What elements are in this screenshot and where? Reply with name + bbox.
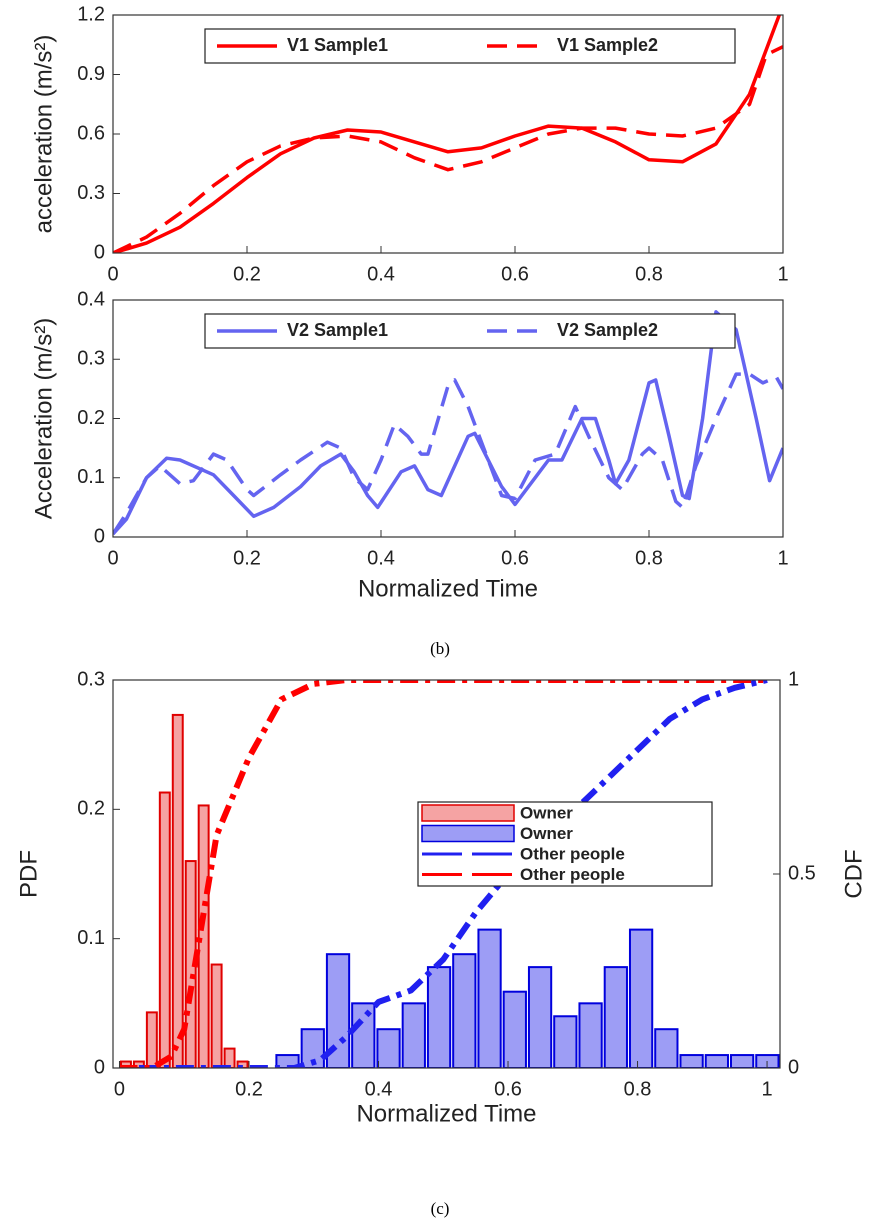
legend-label: Other people — [520, 844, 625, 863]
legend-label: Other people — [520, 865, 625, 884]
histogram-bar — [704, 1054, 729, 1068]
histogram-bar — [426, 966, 452, 1068]
legend-label: V2 Sample2 — [557, 320, 658, 340]
legend-label: V1 Sample2 — [557, 35, 658, 55]
x-tick-label: 0.4 — [367, 263, 395, 285]
y-axis-label: Acceleration (m/s²) — [30, 318, 57, 519]
y-tick-label: 0.2 — [77, 407, 105, 429]
y-tick-label: 0.9 — [77, 63, 105, 85]
y-tick-label: 0.4 — [77, 288, 105, 310]
y2-axis-label: CDF — [840, 849, 867, 898]
histogram-bar — [679, 1054, 704, 1068]
y-tick-label: 0.1 — [77, 466, 105, 488]
legend-box — [204, 313, 736, 349]
y2-tick-label: 0.5 — [788, 862, 816, 884]
legend-swatch — [421, 824, 515, 843]
y-tick-label: 0.3 — [77, 182, 105, 204]
histogram-bar — [197, 804, 210, 1068]
histogram-bar — [145, 1011, 158, 1068]
legend-swatch — [421, 804, 515, 822]
x-tick-label: 1 — [777, 263, 788, 285]
y-tick-label: 0.2 — [77, 798, 105, 820]
x-axis-label: Normalized Time — [356, 1100, 536, 1127]
histogram-bar — [401, 1002, 426, 1068]
y-tick-label: 0.3 — [77, 348, 105, 370]
histogram-bar — [603, 966, 628, 1068]
histogram-bar — [502, 990, 527, 1068]
histogram-bar — [477, 928, 502, 1068]
legend-label: Owner — [520, 824, 573, 843]
line-series — [113, 310, 783, 536]
x-tick-label: 0.4 — [365, 1078, 393, 1100]
caption: (c) — [431, 1199, 450, 1218]
x-tick-label: 1 — [761, 1078, 772, 1100]
y-tick-label: 1.2 — [77, 3, 105, 25]
line-series — [119, 680, 767, 1068]
x-tick-label: 0.8 — [635, 547, 663, 569]
x-tick-label: 0.2 — [235, 1078, 263, 1100]
legend-label: V2 Sample1 — [287, 320, 388, 340]
y-tick-label: 0 — [94, 525, 105, 547]
y2-tick-label: 1 — [788, 668, 799, 690]
x-tick-label: 0 — [114, 1078, 125, 1100]
legend-box — [204, 28, 736, 64]
x-tick-label: 0.2 — [233, 263, 261, 285]
x-tick-label: 0.4 — [367, 547, 395, 569]
y-axis-label: acceleration (m/s²) — [30, 35, 57, 234]
y-tick-label: 0 — [94, 1056, 105, 1078]
x-tick-label: 0.6 — [501, 263, 529, 285]
caption: (b) — [430, 639, 450, 658]
histogram-bar — [158, 791, 171, 1068]
y-tick-label: 0 — [94, 241, 105, 263]
histogram-bar — [553, 1015, 578, 1068]
line-series — [113, 15, 782, 253]
x-tick-label: 0.8 — [624, 1078, 652, 1100]
line-series — [113, 45, 783, 253]
y-axis-label: PDF — [15, 850, 42, 898]
x-tick-label: 1 — [777, 547, 788, 569]
histogram-bar — [210, 963, 223, 1068]
line-series — [113, 372, 783, 535]
y-tick-label: 0.3 — [77, 668, 105, 690]
histogram-bar — [628, 928, 654, 1068]
histogram-bar — [527, 966, 553, 1068]
x-tick-label: 0.6 — [501, 547, 529, 569]
histogram-bar — [654, 1028, 679, 1068]
x-tick-label: 0.2 — [233, 547, 261, 569]
y-tick-label: 0.6 — [77, 122, 105, 144]
histogram-bar — [376, 1028, 401, 1068]
legend-label: Owner — [520, 803, 573, 822]
x-axis-label: Normalized Time — [358, 575, 538, 602]
histogram-bar — [171, 713, 184, 1068]
histogram-bar — [729, 1054, 755, 1068]
y-tick-label: 0.1 — [77, 927, 105, 949]
x-tick-label: 0.6 — [494, 1078, 522, 1100]
histogram-bar — [452, 953, 477, 1068]
legend-label: V1 Sample1 — [287, 35, 388, 55]
x-tick-label: 0 — [107, 263, 118, 285]
y2-tick-label: 0 — [788, 1056, 799, 1078]
x-tick-label: 0.8 — [635, 263, 663, 285]
histogram-bar — [578, 1002, 603, 1068]
x-tick-label: 0 — [107, 547, 118, 569]
